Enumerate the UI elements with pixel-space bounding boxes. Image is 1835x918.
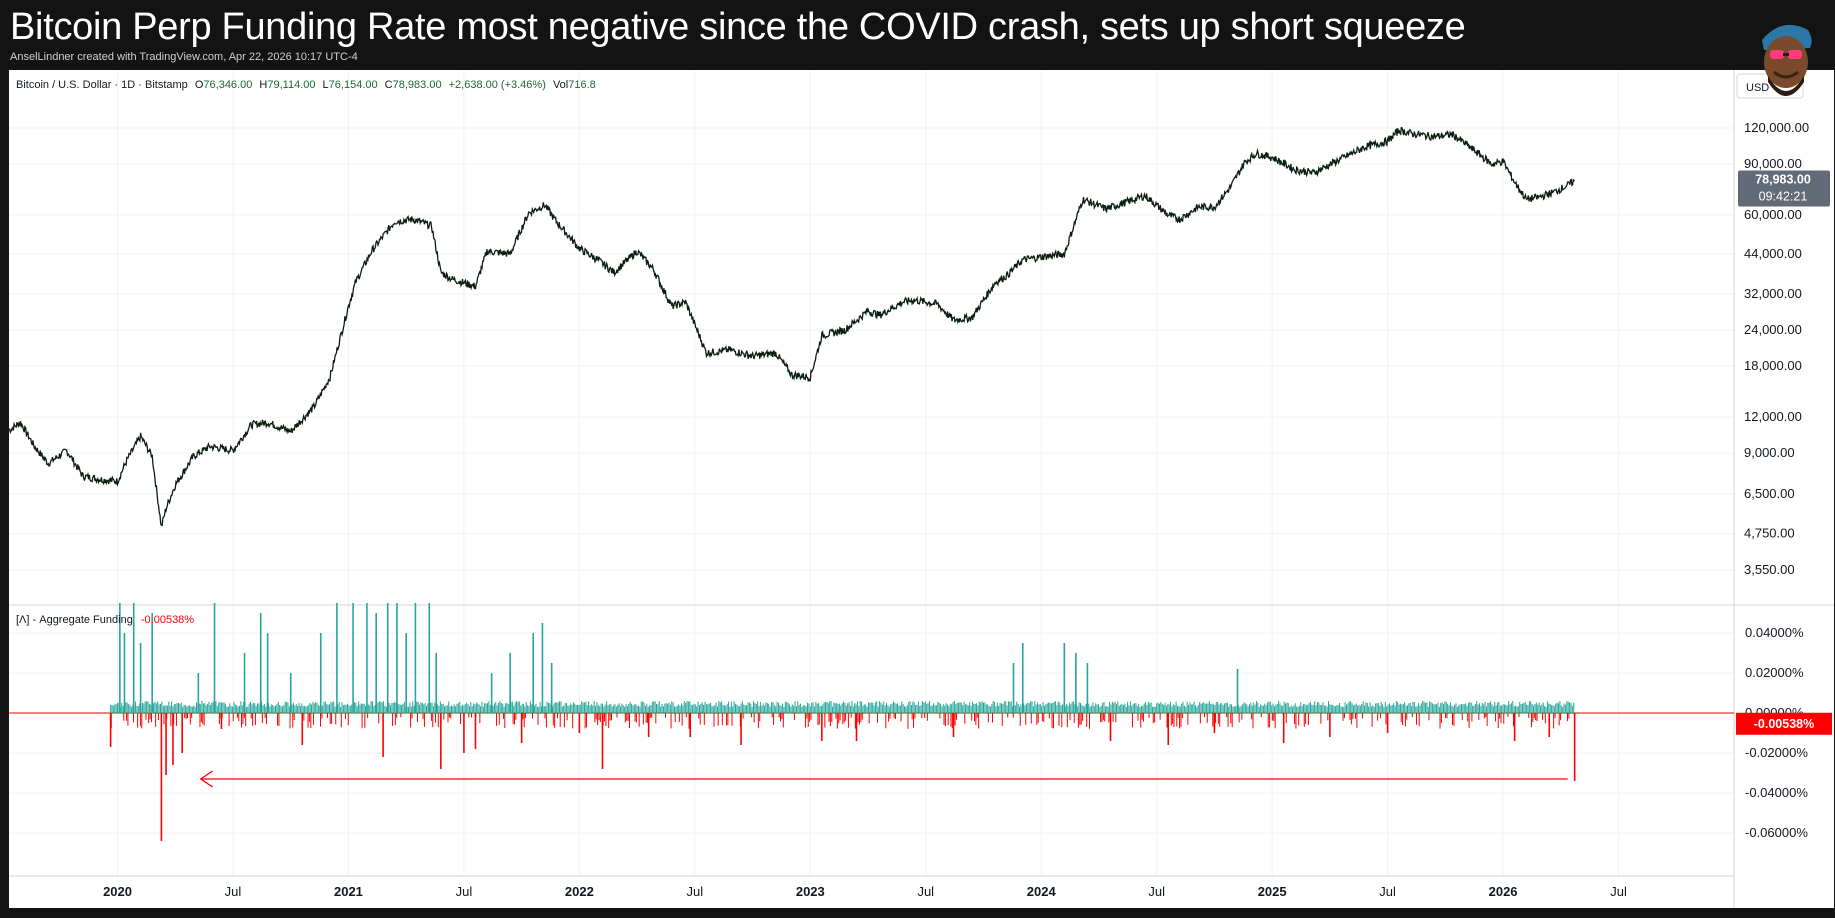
time-tick-label: Jul: [1379, 884, 1396, 899]
legend-low-label: L: [323, 79, 329, 91]
legend-high: 79,114.00: [267, 79, 315, 91]
author-avatar: [1762, 24, 1812, 96]
legend-low: 76,154.00: [329, 79, 378, 91]
time-tick-label: Jul: [687, 884, 704, 899]
price-tick-label: 18,000.00: [1744, 358, 1802, 373]
time-tick-label: Jul: [1148, 884, 1165, 899]
time-tick-label: 2026: [1489, 884, 1518, 899]
time-tick-label: 2022: [565, 884, 594, 899]
last-price-countdown: 09:42:21: [1759, 190, 1808, 204]
funding-axis[interactable]: 0.04000%0.02000%0.00000%-0.02000%-0.0400…: [1745, 625, 1808, 840]
chart-title: Bitcoin Perp Funding Rate most negative …: [10, 6, 1466, 48]
funding-pane[interactable]: [9, 603, 1734, 841]
time-tick-label: 2025: [1258, 884, 1287, 899]
price-tick-label: 44,000.00: [1744, 246, 1802, 261]
price-tick-label: 12,000.00: [1744, 409, 1802, 424]
legend-open-label: O: [195, 79, 204, 91]
funding-tick-label: -0.04000%: [1745, 785, 1808, 800]
price-pane[interactable]: [8, 126, 1575, 527]
last-price-badge: 78,983.00 09:42:21: [1738, 170, 1830, 207]
funding-tick-label: 0.04000%: [1745, 625, 1804, 640]
price-tick-label: 60,000.00: [1744, 207, 1802, 222]
annotation-arrow-head: [199, 770, 214, 788]
funding-tick-label: -0.06000%: [1745, 825, 1808, 840]
price-tick-label: 120,000.00: [1744, 120, 1809, 135]
last-funding-badge: -0.00538%: [1736, 712, 1832, 735]
time-tick-label: Jul: [917, 884, 934, 899]
indicator-legend: [Λ] - Aggregate Funding -0.00538%: [16, 614, 194, 626]
price-tick-label: 4,750.00: [1744, 525, 1795, 540]
indicator-value: -0.00538%: [141, 614, 194, 626]
currency-button-label: USD: [1746, 82, 1769, 94]
legend-symbol: Bitcoin / U.S. Dollar · 1D · Bitstamp: [16, 79, 188, 91]
price-legend: Bitcoin / U.S. Dollar · 1D · Bitstamp O7…: [16, 79, 596, 91]
last-price-value: 78,983.00: [1755, 173, 1811, 187]
price-tick-label: 90,000.00: [1744, 156, 1802, 171]
time-tick-label: Jul: [225, 884, 242, 899]
last-funding-value: -0.00538%: [1754, 717, 1814, 731]
legend-change: +2,638.00 (+3.46%): [449, 79, 546, 91]
time-tick-label: 2020: [103, 884, 132, 899]
chart-subtitle: AnselLindner created with TradingView.co…: [10, 51, 358, 63]
legend-close-label: C: [385, 79, 393, 91]
legend-open: 76,346.00: [203, 79, 252, 91]
price-tick-label: 3,550.00: [1744, 562, 1795, 577]
time-tick-label: 2024: [1027, 884, 1057, 899]
price-tick-label: 32,000.00: [1744, 286, 1802, 301]
legend-close: 78,983.00: [393, 79, 442, 91]
time-tick-label: Jul: [1610, 884, 1627, 899]
funding-tick-label: -0.02000%: [1745, 745, 1808, 760]
price-series-line: [8, 126, 1575, 527]
funding-tick-label: 0.02000%: [1745, 665, 1804, 680]
price-axis[interactable]: 3,550.00 4,750.00 6,500.00 9,000.00 12,000.0…: [1744, 120, 1809, 577]
time-tick-label: 2021: [334, 884, 363, 899]
legend-vol: 716.8: [568, 79, 596, 91]
time-axis[interactable]: 2020 Jul 2021 Jul 2022 Jul 2023 Jul 2024 Jul 2025 J…: [103, 884, 1627, 899]
plot-background: [9, 70, 1834, 908]
legend-high-label: H: [259, 79, 267, 91]
price-tick-label: 24,000.00: [1744, 322, 1802, 337]
price-tick-label: 6,500.00: [1744, 486, 1795, 501]
legend-vol-label: Vol: [553, 79, 568, 91]
time-tick-label: 2023: [796, 884, 825, 899]
price-tick-label: 9,000.00: [1744, 445, 1795, 460]
time-tick-label: Jul: [456, 884, 473, 899]
indicator-name: [Λ] - Aggregate Funding: [16, 614, 133, 626]
